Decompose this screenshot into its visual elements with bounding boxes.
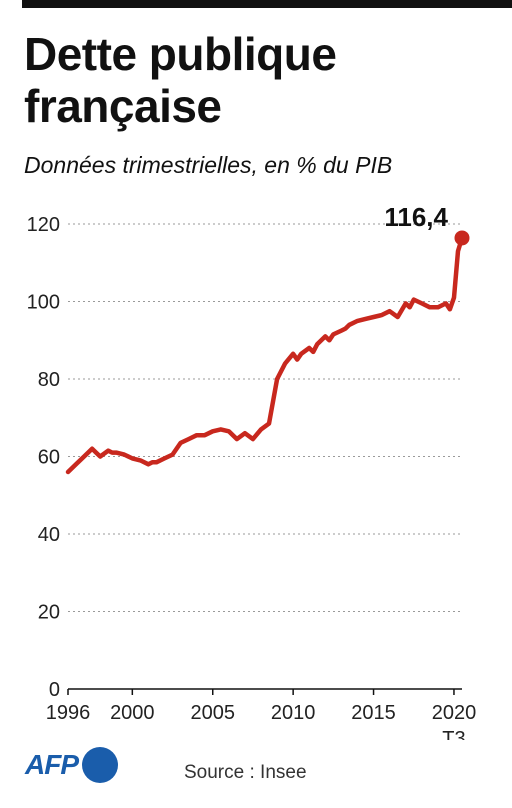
y-tick-label-20: 20 xyxy=(38,602,60,624)
line-chart: 0 20 40 60 80 100 120 1996 2000 2005 2010 2015 2020 T… xyxy=(27,202,477,740)
series-line xyxy=(65,235,465,475)
x-tick-label-1996: 1996 xyxy=(46,702,91,724)
afp-logo-text: AFP xyxy=(25,749,79,780)
y-tick-label-0: 0 xyxy=(49,679,60,701)
x-sublabel-t3: T3 xyxy=(442,728,465,740)
last-point-marker xyxy=(454,230,470,246)
y-tick-label-120: 120 xyxy=(27,214,60,236)
source-note: Source : Insee xyxy=(184,762,307,783)
top-rule xyxy=(22,0,512,8)
x-tick-label-2005: 2005 xyxy=(190,702,235,724)
chart-title: Dette publique française xyxy=(24,28,337,132)
x-tick-label-2015: 2015 xyxy=(351,702,396,724)
chart-subtitle: Données trimestrielles, en % du PIB xyxy=(24,152,393,178)
x-tick-label-2020: 2020 xyxy=(432,702,477,724)
afp-logo: AFP xyxy=(25,745,118,785)
x-tick-label-2010: 2010 xyxy=(271,702,316,724)
y-tick-label-40: 40 xyxy=(38,524,60,546)
y-tick-label-80: 80 xyxy=(38,369,60,391)
y-tick-label-100: 100 xyxy=(27,292,60,314)
y-tick-label-60: 60 xyxy=(38,447,60,469)
afp-logo-dot xyxy=(82,747,118,783)
last-value-label: 116,4 xyxy=(384,202,448,232)
x-tick-label-2000: 2000 xyxy=(110,702,155,724)
